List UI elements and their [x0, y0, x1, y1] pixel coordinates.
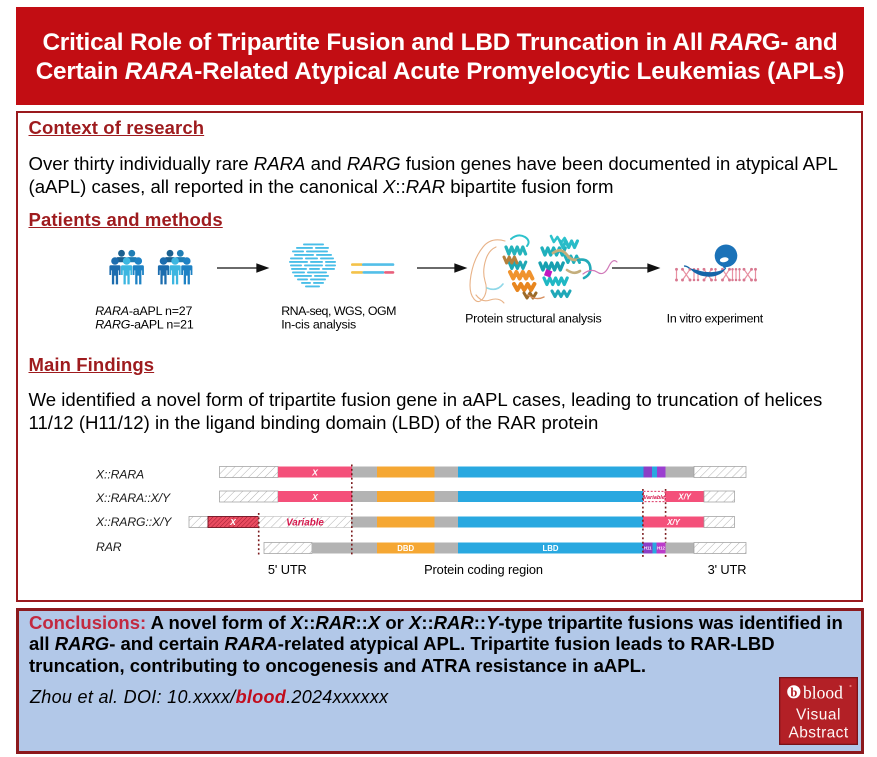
svg-text:Protein structural analysis: Protein structural analysis [465, 311, 601, 325]
svg-text:b: b [790, 685, 797, 699]
svg-text:X: X [229, 517, 237, 527]
svg-text:X/Y: X/Y [666, 518, 680, 527]
svg-text:Variable: Variable [643, 495, 665, 501]
svg-text:Abstract: Abstract [788, 725, 848, 742]
svg-text:In-cis analysis: In-cis analysis [281, 318, 356, 332]
svg-text:X::RARA::X/Y: X::RARA::X/Y [95, 491, 171, 505]
svg-text:LBD: LBD [542, 544, 558, 553]
svg-text:Protein coding region: Protein coding region [424, 562, 543, 577]
svg-text:X: X [311, 467, 319, 477]
svg-text:X::RARA: X::RARA [95, 467, 144, 481]
svg-text:H12: H12 [657, 546, 665, 551]
svg-text:RAR: RAR [96, 540, 122, 554]
svg-text:blood: blood [803, 683, 843, 703]
svg-text:X: X [311, 492, 319, 502]
svg-text:Visual: Visual [796, 707, 841, 724]
svg-text:H11: H11 [644, 546, 652, 551]
svg-text:RARG-aAPL n=21: RARG-aAPL n=21 [95, 318, 194, 332]
svg-text:RNA-seq, WGS, OGM: RNA-seq, WGS, OGM [281, 304, 396, 318]
svg-text:X::RARG::X/Y: X::RARG::X/Y [95, 515, 172, 529]
svg-text:In vitro experiment: In vitro experiment [667, 311, 764, 325]
svg-text:X/Y: X/Y [677, 493, 691, 502]
svg-text:DBD: DBD [397, 544, 414, 553]
svg-text:Variable: Variable [286, 518, 324, 529]
svg-text:5' UTR: 5' UTR [268, 562, 307, 577]
svg-text:3' UTR: 3' UTR [708, 562, 747, 577]
svg-text:RARA-aAPL n=27: RARA-aAPL n=27 [95, 304, 192, 318]
